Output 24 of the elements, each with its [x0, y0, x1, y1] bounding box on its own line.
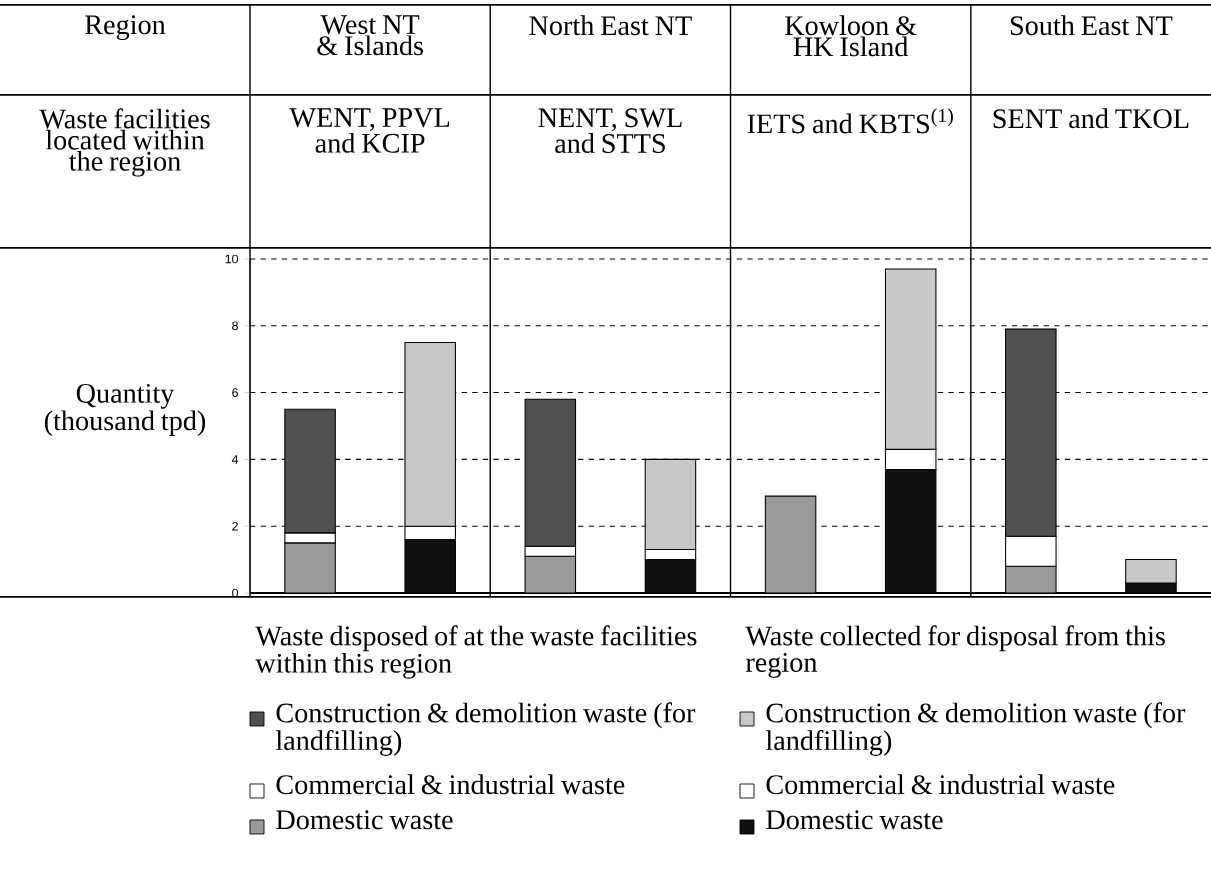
text: North East NT: [529, 15, 692, 36]
text: South East NT: [1010, 15, 1173, 36]
legend-label: Construction & demolition waste (for landfilling): [275, 702, 696, 756]
text: Region: [85, 15, 166, 41]
text: Waste disposed of at the waste facilities within this region: [255, 625, 697, 679]
y-tick-label: 8: [232, 321, 238, 331]
legend-label: Commercial & industrial waste: [276, 774, 625, 795]
y-axis-title: Quantity (thousand tpd): [44, 383, 206, 437]
text: NENT, SWL and STTS: [538, 108, 682, 153]
text: West NT & Islands: [317, 15, 423, 56]
text: Kowloon & HK Island: [784, 15, 917, 57]
y-tick-label: 6: [232, 388, 238, 397]
y-tick-label: 10: [225, 254, 238, 264]
legend-label: Domestic waste: [766, 810, 943, 830]
legend-label: Commercial & industrial waste: [766, 774, 1115, 795]
legend-label: Construction & demolition waste (for landfilling): [765, 702, 1186, 756]
text: Waste facilities located within the region: [39, 108, 210, 177]
text: IETS and KBTS$^{(1)}$: [747, 108, 953, 134]
text: SENT and TKOL: [993, 108, 1189, 129]
y-tick-label: 2: [232, 521, 238, 531]
text: WENT, PPVL and KCIP: [289, 108, 450, 153]
legend-label: Domestic waste: [276, 810, 453, 830]
text: Waste collected for disposal from this region: [745, 625, 1165, 678]
y-tick-label: 4: [231, 455, 239, 464]
